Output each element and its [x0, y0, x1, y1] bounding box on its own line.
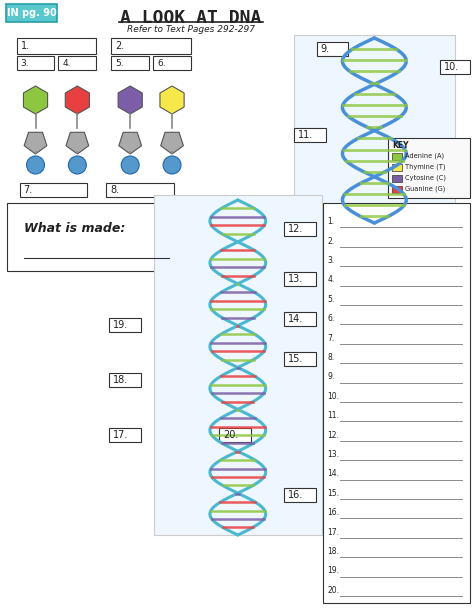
Text: 2.: 2.: [115, 41, 125, 51]
Text: 7.: 7.: [328, 333, 335, 343]
Bar: [392, 186, 402, 193]
Text: Refer to Text Pages 292-297: Refer to Text Pages 292-297: [127, 25, 255, 34]
Text: 15.: 15.: [288, 354, 303, 364]
Text: 15.: 15.: [328, 489, 339, 498]
FancyBboxPatch shape: [317, 42, 348, 56]
FancyBboxPatch shape: [17, 38, 96, 54]
Text: 14.: 14.: [328, 470, 339, 478]
Text: 18.: 18.: [113, 375, 128, 385]
Text: 4.: 4.: [328, 275, 335, 284]
Circle shape: [68, 156, 86, 174]
Text: 14.: 14.: [288, 314, 303, 324]
Text: 12.: 12.: [288, 224, 303, 234]
Text: 19.: 19.: [113, 320, 128, 330]
Polygon shape: [118, 86, 142, 114]
FancyBboxPatch shape: [111, 38, 191, 54]
Text: What is made:: What is made:: [24, 221, 125, 235]
Circle shape: [163, 156, 181, 174]
Polygon shape: [160, 86, 184, 114]
Text: 20.: 20.: [223, 430, 238, 440]
Text: 13.: 13.: [328, 450, 339, 459]
Bar: [293, 35, 455, 225]
FancyBboxPatch shape: [153, 56, 191, 70]
FancyBboxPatch shape: [6, 4, 57, 22]
Text: 16.: 16.: [288, 490, 303, 500]
Text: 11.: 11.: [298, 130, 313, 140]
FancyBboxPatch shape: [106, 183, 174, 197]
FancyBboxPatch shape: [283, 352, 316, 366]
Text: 20.: 20.: [328, 586, 339, 595]
FancyBboxPatch shape: [293, 128, 326, 142]
Text: 17.: 17.: [113, 430, 128, 440]
Text: 16.: 16.: [328, 508, 339, 517]
Bar: [392, 175, 402, 182]
Text: IN pg. 90: IN pg. 90: [7, 8, 56, 18]
Text: 18.: 18.: [328, 547, 339, 556]
FancyBboxPatch shape: [283, 272, 316, 286]
Circle shape: [121, 156, 139, 174]
FancyBboxPatch shape: [219, 428, 251, 442]
Text: 7.: 7.: [24, 185, 33, 195]
Text: 5.: 5.: [115, 58, 124, 67]
Bar: [392, 164, 402, 171]
FancyBboxPatch shape: [283, 488, 316, 502]
Text: 19.: 19.: [328, 566, 339, 576]
FancyBboxPatch shape: [17, 56, 55, 70]
FancyBboxPatch shape: [283, 222, 316, 236]
FancyBboxPatch shape: [109, 373, 141, 387]
Text: 10.: 10.: [444, 62, 459, 72]
Text: 3.: 3.: [20, 58, 29, 67]
Text: 10.: 10.: [328, 392, 339, 401]
FancyBboxPatch shape: [58, 56, 96, 70]
Text: 9.: 9.: [320, 44, 329, 54]
FancyBboxPatch shape: [111, 56, 149, 70]
Bar: [154, 195, 321, 535]
FancyBboxPatch shape: [109, 428, 141, 442]
Text: 5.: 5.: [328, 295, 335, 304]
FancyBboxPatch shape: [109, 318, 141, 332]
Text: 8.: 8.: [328, 353, 335, 362]
Text: Adenine (A): Adenine (A): [405, 153, 444, 159]
Text: 9.: 9.: [328, 372, 335, 381]
Bar: [392, 153, 402, 160]
Text: 3.: 3.: [328, 256, 335, 265]
Text: 2.: 2.: [328, 237, 335, 246]
FancyBboxPatch shape: [440, 60, 470, 74]
Polygon shape: [23, 86, 47, 114]
Text: KEY: KEY: [392, 140, 409, 150]
Text: 1.: 1.: [328, 217, 335, 226]
Polygon shape: [66, 132, 89, 154]
Text: Guanine (G): Guanine (G): [405, 186, 446, 192]
Polygon shape: [119, 132, 142, 154]
Text: 1.: 1.: [20, 41, 30, 51]
FancyBboxPatch shape: [7, 203, 196, 271]
Text: 11.: 11.: [328, 411, 339, 420]
Text: 17.: 17.: [328, 528, 339, 536]
Text: 12.: 12.: [328, 430, 339, 440]
Polygon shape: [161, 132, 183, 154]
Polygon shape: [24, 132, 47, 154]
Polygon shape: [65, 86, 90, 114]
Text: Thymine (T): Thymine (T): [405, 164, 446, 170]
Text: 6.: 6.: [157, 58, 166, 67]
Text: 6.: 6.: [328, 314, 335, 323]
Text: 13.: 13.: [288, 274, 303, 284]
Text: Cytosine (C): Cytosine (C): [405, 175, 446, 181]
FancyBboxPatch shape: [388, 138, 470, 198]
Text: 4.: 4.: [63, 58, 71, 67]
Text: 8.: 8.: [110, 185, 119, 195]
Circle shape: [27, 156, 45, 174]
FancyBboxPatch shape: [19, 183, 87, 197]
FancyBboxPatch shape: [322, 203, 470, 603]
FancyBboxPatch shape: [283, 312, 316, 326]
Text: A LOOK AT DNA: A LOOK AT DNA: [120, 9, 262, 27]
